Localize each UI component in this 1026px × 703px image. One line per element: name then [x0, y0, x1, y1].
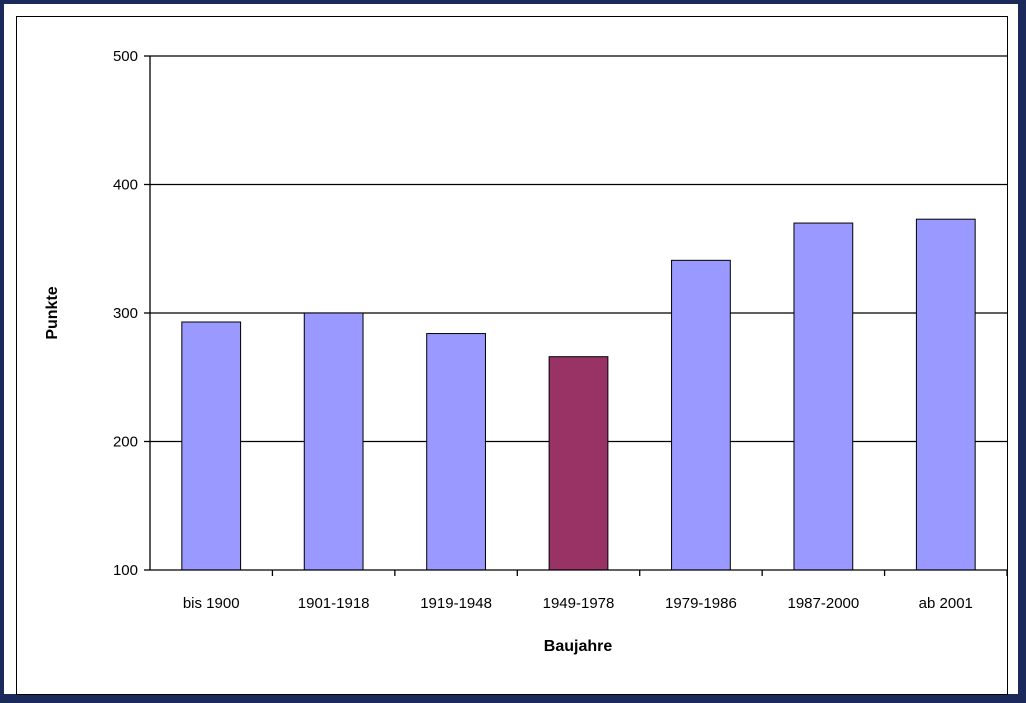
x-tick-label: ab 2001 — [919, 595, 973, 612]
bar-ab-2001 — [915, 218, 976, 571]
y-tick-label: 200 — [113, 434, 138, 451]
x-tick-label: 1987-2000 — [787, 595, 859, 612]
bar-bis-1900 — [181, 321, 242, 571]
bar-1987-2000 — [793, 222, 854, 571]
y-tick-label: 400 — [113, 177, 138, 194]
labels: 100 200 300 400 500 bis 1900 1901-1918 1919-194… — [113, 48, 973, 612]
axes — [144, 55, 1008, 576]
bars — [181, 218, 976, 571]
bar-1979-1986 — [671, 259, 731, 571]
x-tick-label: bis 1900 — [183, 595, 240, 612]
x-axis-title: Baujahre — [544, 638, 613, 655]
x-tick-label: 1979-1986 — [665, 595, 737, 612]
y-axis-title: Punkte — [44, 286, 61, 339]
bar-1919-1948 — [426, 333, 486, 571]
x-tick-label: 1919-1948 — [420, 595, 492, 612]
y-tick-label: 500 — [113, 48, 138, 65]
y-tick-label: 300 — [113, 305, 138, 322]
bar-1949-1978 — [548, 356, 609, 571]
bar-1901-1918 — [303, 312, 364, 571]
x-tick-label: 1949-1978 — [543, 595, 615, 612]
y-tick-label: 100 — [113, 562, 138, 579]
x-tick-label: 1901-1918 — [298, 595, 370, 612]
